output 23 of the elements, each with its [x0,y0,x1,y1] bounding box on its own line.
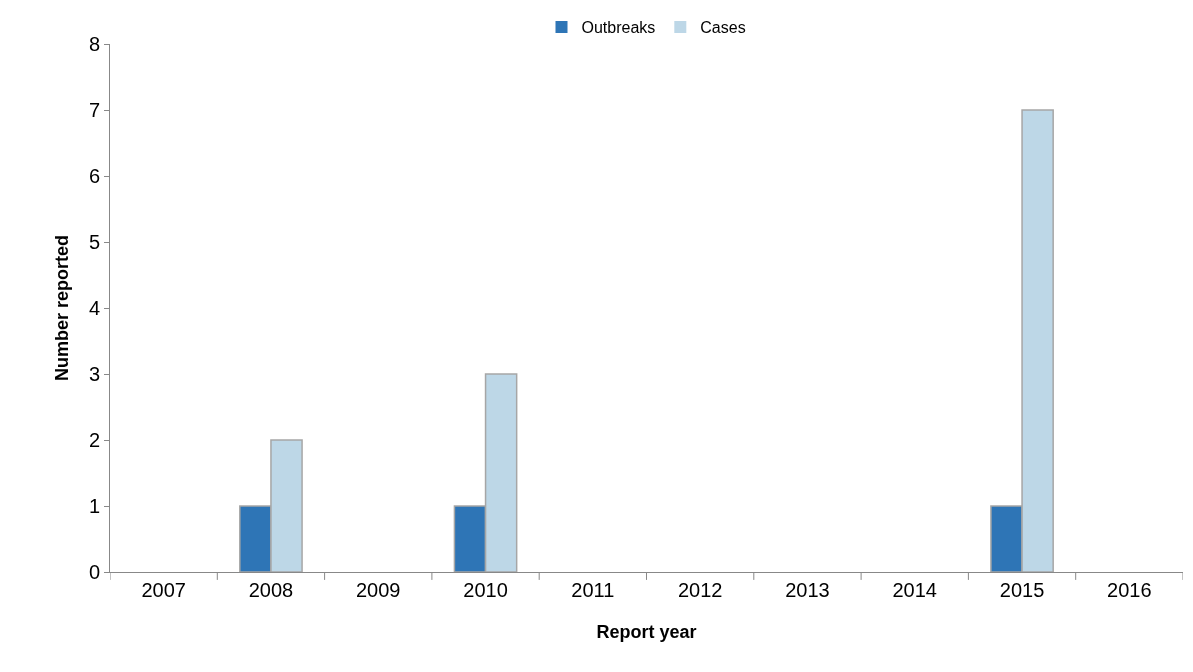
y-tick-label: 0 [88,561,100,583]
x-tick-label: 2010 [463,579,508,601]
x-axis-title: Report year [596,622,697,643]
x-tick-label: 2014 [892,579,937,601]
x-tick-label: 2008 [248,579,294,601]
x-tick-label: 2011 [571,579,615,601]
y-tick-label: 3 [88,363,100,385]
y-tick-label: 5 [88,231,100,253]
y-tick-label: 7 [88,99,100,121]
y-tick-label: 6 [88,165,100,187]
y-tick-label: 1 [88,495,100,517]
y-tick-label: 8 [88,33,100,55]
legend-label: Outbreaks [581,19,656,37]
x-tick-label: 2015 [999,579,1045,601]
y-tick-label: 2 [88,429,100,451]
x-tick-label: 2016 [1107,579,1152,601]
x-tick-label: 2009 [356,579,401,601]
legend-label: Cases [700,19,746,37]
x-tick-label: 2007 [141,579,186,601]
x-tick-label: 2012 [677,579,723,601]
x-tick-label: 2013 [785,579,830,601]
y-tick-label: 4 [88,297,100,319]
y-axis-title: Number reported [52,234,73,382]
